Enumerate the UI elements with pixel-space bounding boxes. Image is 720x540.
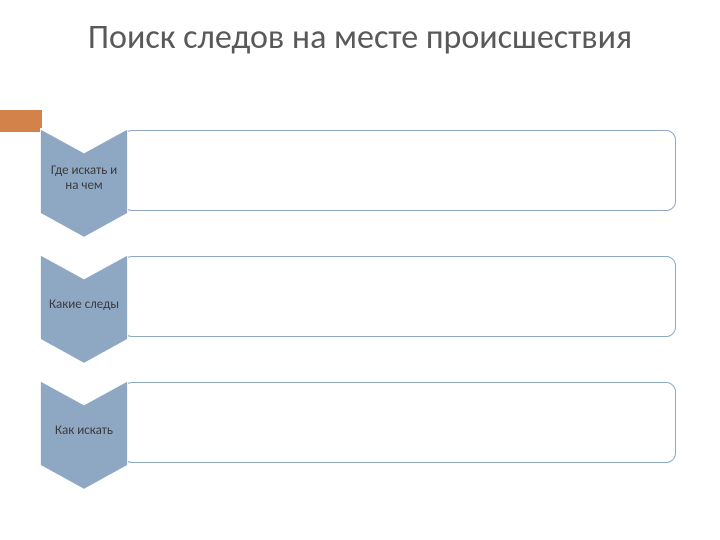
diagram-row: Где искать и на чем — [40, 128, 676, 238]
chevron-label: Как искать — [49, 424, 119, 439]
accent-bar — [0, 110, 42, 132]
diagram: Где искать и на чем Какие следы Как иска… — [40, 128, 676, 490]
chevron: Как искать — [40, 380, 128, 490]
chevron-label: Где искать и на чем — [40, 164, 128, 194]
content-box — [122, 256, 676, 337]
page-title: Поиск следов на месте происшествия — [0, 0, 720, 57]
content-box — [122, 382, 676, 463]
chevron: Какие следы — [40, 254, 128, 364]
diagram-row: Какие следы — [40, 254, 676, 364]
chevron: Где искать и на чем — [40, 128, 128, 238]
chevron-label: Какие следы — [43, 298, 125, 313]
content-box — [122, 130, 676, 211]
diagram-row: Как искать — [40, 380, 676, 490]
